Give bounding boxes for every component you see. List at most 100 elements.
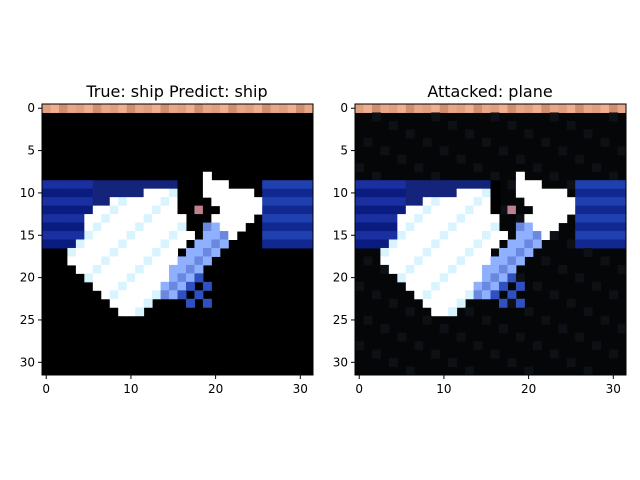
noise-pixel bbox=[422, 315, 432, 325]
noise-pixel bbox=[549, 231, 559, 240]
pixel bbox=[414, 239, 424, 249]
pixel bbox=[135, 197, 145, 207]
pixel bbox=[101, 231, 111, 240]
pixel bbox=[439, 307, 449, 317]
pixel bbox=[592, 104, 602, 113]
pixel bbox=[177, 256, 187, 266]
pixel bbox=[109, 214, 119, 224]
pixel bbox=[490, 290, 500, 300]
noise-pixel bbox=[422, 137, 432, 147]
pixel bbox=[143, 264, 153, 274]
x-tick-label: 20 bbox=[521, 382, 536, 396]
pixel bbox=[58, 231, 68, 240]
pixel bbox=[482, 281, 491, 291]
noise-pixel bbox=[456, 332, 466, 342]
pixel bbox=[253, 205, 263, 215]
pixel bbox=[50, 180, 60, 190]
pixel bbox=[456, 104, 466, 113]
pixel bbox=[287, 197, 297, 207]
pixel bbox=[532, 205, 542, 215]
pixel bbox=[202, 222, 212, 232]
pixel bbox=[617, 188, 627, 198]
pixel bbox=[152, 264, 162, 274]
pixel bbox=[135, 247, 145, 257]
y-tick-label: 10 bbox=[333, 186, 348, 200]
noise-pixel bbox=[405, 366, 415, 376]
pixel bbox=[279, 231, 289, 240]
pixel bbox=[498, 281, 508, 291]
pixel bbox=[575, 231, 585, 240]
pixel bbox=[177, 264, 187, 274]
ticks-right: 0 10 20 30 0 5 10 15 20 25 30 bbox=[333, 101, 621, 396]
pixel bbox=[380, 205, 390, 215]
pixel bbox=[490, 281, 500, 291]
panel-right: Attacked: plane 0 10 20 30 0 5 10 15 20 25 30 bbox=[333, 82, 627, 396]
pixel bbox=[422, 104, 432, 113]
pixel bbox=[169, 214, 178, 224]
pixel bbox=[194, 247, 204, 257]
pixel bbox=[270, 214, 280, 224]
pixel bbox=[439, 104, 449, 113]
noise-pixel bbox=[380, 146, 390, 156]
pixel bbox=[558, 104, 568, 113]
pixel bbox=[211, 239, 221, 249]
pixel bbox=[575, 104, 585, 113]
pixel bbox=[524, 247, 534, 257]
pixel bbox=[473, 188, 483, 198]
pixel bbox=[262, 104, 272, 113]
pixel bbox=[600, 222, 610, 232]
pixel bbox=[101, 197, 111, 207]
noise-pixel bbox=[507, 358, 517, 368]
pixel bbox=[296, 104, 306, 113]
pixel bbox=[380, 239, 390, 249]
pixel bbox=[439, 290, 449, 300]
noise-pixel bbox=[439, 324, 449, 334]
pixel bbox=[482, 205, 491, 215]
pixel bbox=[143, 205, 153, 215]
pixel bbox=[75, 180, 85, 190]
pixel bbox=[600, 197, 610, 207]
pixel bbox=[42, 231, 51, 240]
pixel bbox=[414, 290, 424, 300]
pixel bbox=[431, 264, 441, 274]
noise-pixel bbox=[549, 171, 559, 181]
pixel bbox=[42, 104, 51, 113]
pixel bbox=[456, 197, 466, 207]
pixel bbox=[262, 205, 272, 215]
y-tick-label: 10 bbox=[20, 186, 35, 200]
pixel bbox=[118, 264, 128, 274]
pixel bbox=[118, 273, 128, 283]
pixel bbox=[465, 104, 475, 113]
pixel bbox=[92, 247, 102, 257]
pixel bbox=[465, 290, 475, 300]
pixel bbox=[143, 188, 153, 198]
pixel bbox=[448, 104, 458, 113]
pixel bbox=[84, 273, 94, 283]
pixel bbox=[473, 256, 483, 266]
pixel bbox=[532, 214, 542, 224]
pixel bbox=[600, 231, 610, 240]
pixel bbox=[101, 214, 111, 224]
pixel bbox=[431, 180, 441, 190]
pixel bbox=[160, 205, 170, 215]
pixel bbox=[109, 104, 119, 113]
noise-pixel bbox=[532, 163, 542, 173]
pixel bbox=[160, 247, 170, 257]
pixel bbox=[575, 188, 585, 198]
pixel bbox=[152, 104, 162, 113]
pixel bbox=[498, 104, 508, 113]
pixel bbox=[414, 273, 424, 283]
pixel bbox=[617, 214, 627, 224]
pixel bbox=[448, 239, 458, 249]
pixel bbox=[456, 256, 466, 266]
pixel bbox=[431, 205, 441, 215]
pixel bbox=[270, 188, 280, 198]
pixel bbox=[101, 104, 111, 113]
pixel bbox=[431, 239, 441, 249]
pixel bbox=[118, 188, 128, 198]
pixel bbox=[456, 239, 466, 249]
pixel bbox=[287, 231, 297, 240]
pixel bbox=[397, 222, 407, 232]
pixel bbox=[50, 188, 60, 198]
pixel bbox=[143, 239, 153, 249]
